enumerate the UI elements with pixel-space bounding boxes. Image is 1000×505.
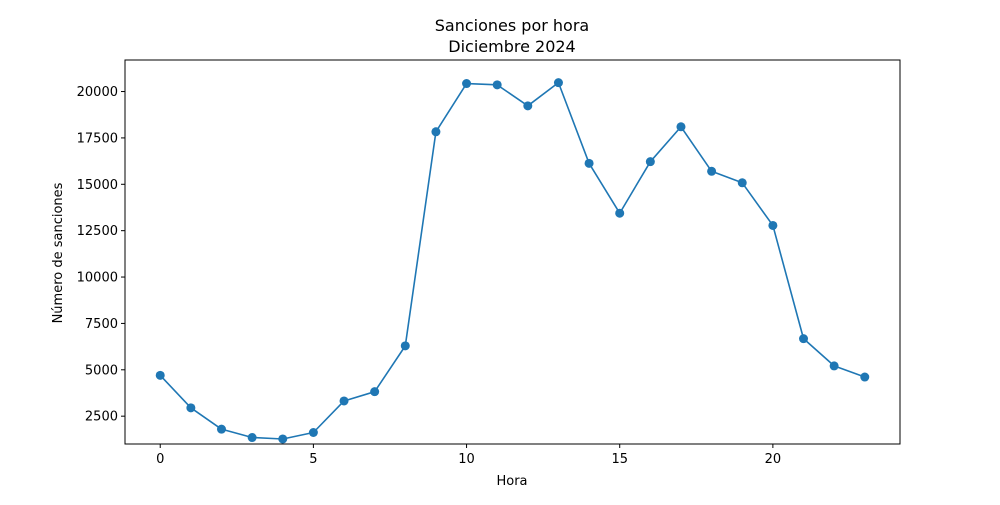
x-tick-label: 0 bbox=[156, 452, 164, 467]
data-point bbox=[155, 370, 165, 380]
y-tick-label: 7500 bbox=[85, 317, 118, 332]
data-point bbox=[462, 79, 472, 89]
data-point bbox=[553, 78, 563, 88]
data-point bbox=[308, 427, 318, 437]
y-axis-label: Número de sanciones bbox=[51, 182, 66, 323]
data-point bbox=[523, 101, 533, 111]
data-point bbox=[768, 220, 778, 230]
y-tick-label: 10000 bbox=[77, 271, 118, 286]
data-point bbox=[829, 361, 839, 371]
y-tick-label: 12500 bbox=[77, 224, 118, 239]
x-axis-label: Hora bbox=[496, 474, 527, 489]
chart-subtitle: Diciembre 2024 bbox=[448, 37, 575, 56]
data-point bbox=[584, 158, 594, 168]
data-point bbox=[216, 424, 226, 434]
data-point bbox=[400, 341, 410, 351]
x-tick-label: 15 bbox=[611, 452, 628, 467]
data-point bbox=[186, 403, 196, 413]
data-point bbox=[645, 157, 655, 167]
series-line bbox=[159, 81, 866, 440]
y-tick-label: 5000 bbox=[85, 363, 118, 378]
data-point bbox=[247, 433, 257, 443]
x-tick-label: 20 bbox=[765, 452, 782, 467]
chart-title: Sanciones por hora bbox=[435, 16, 589, 35]
data-point bbox=[737, 178, 747, 188]
data-point bbox=[860, 372, 870, 382]
x-tick-label: 5 bbox=[309, 452, 317, 467]
data-point bbox=[339, 396, 349, 406]
y-tick-label: 20000 bbox=[77, 85, 118, 100]
y-tick-label: 17500 bbox=[77, 131, 118, 146]
data-point bbox=[615, 208, 625, 218]
plot-area: 0 5 10 15 20 2500 5000 7500 10000 12500 15000 17500… bbox=[77, 59, 901, 467]
data-point bbox=[676, 122, 686, 132]
data-point bbox=[799, 334, 809, 344]
data-point bbox=[707, 166, 717, 176]
data-point bbox=[492, 80, 502, 90]
data-point bbox=[278, 434, 288, 444]
plot-frame bbox=[124, 59, 901, 445]
data-point bbox=[370, 387, 380, 397]
y-tick-label: 2500 bbox=[85, 410, 118, 425]
y-tick-label: 15000 bbox=[77, 178, 118, 193]
data-point bbox=[431, 127, 441, 137]
x-tick-label: 10 bbox=[458, 452, 475, 467]
